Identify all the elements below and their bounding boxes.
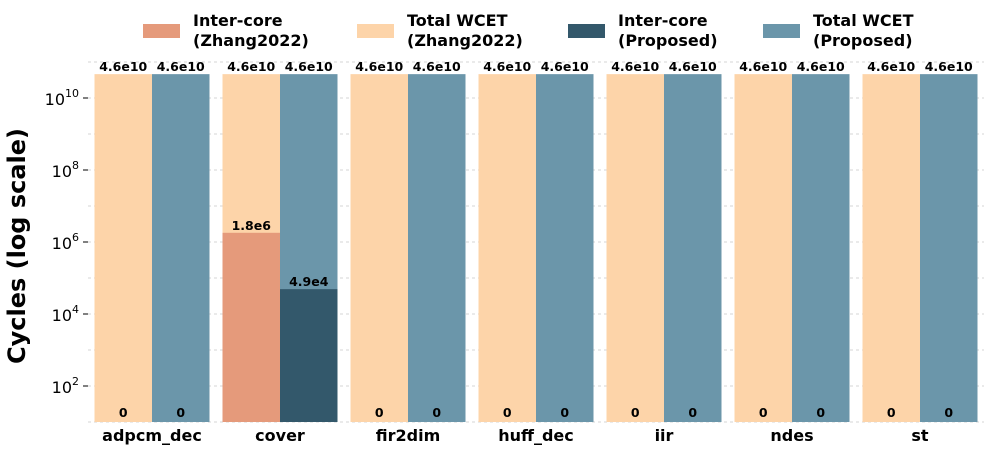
data-label: 4.6e10 xyxy=(483,59,531,74)
legend-item: Total WCET(Proposed) xyxy=(763,11,914,50)
bar xyxy=(664,74,722,422)
bar xyxy=(408,74,466,422)
x-tick-label: adpcm_dec xyxy=(102,426,202,445)
legend-swatch xyxy=(568,24,605,38)
legend-label: (Zhang2022) xyxy=(407,31,523,50)
legend-label: Total WCET xyxy=(407,11,508,30)
data-label: 0 xyxy=(688,405,697,420)
x-axis: adpcm_dec cover fir2dim huff_dec iir ndes st xyxy=(102,426,929,445)
legend-swatch xyxy=(143,24,180,38)
data-label: 4.6e10 xyxy=(355,59,403,74)
y-tick-label: 104 xyxy=(52,303,79,325)
data-label: 0 xyxy=(560,405,569,420)
legend-swatch xyxy=(763,24,800,38)
x-tick-label: st xyxy=(911,426,929,445)
legend-label: Inter-core xyxy=(618,11,708,30)
legend-label: (Proposed) xyxy=(618,31,718,50)
y-tick-label: 108 xyxy=(52,159,79,181)
legend-item: Inter-core(Zhang2022) xyxy=(143,11,309,50)
data-label: 0 xyxy=(944,405,953,420)
bar xyxy=(280,289,338,422)
legend-item: Inter-core(Proposed) xyxy=(568,11,718,50)
bar xyxy=(536,74,594,422)
data-label: 0 xyxy=(631,405,640,420)
data-label: 4.6e10 xyxy=(739,59,787,74)
data-label: 4.6e10 xyxy=(413,59,461,74)
bars xyxy=(94,74,978,422)
data-label: 0 xyxy=(375,405,384,420)
y-axis: 102 104 106 108 1010 xyxy=(45,87,88,397)
data-label: 4.6e10 xyxy=(867,59,915,74)
y-tick-label: 102 xyxy=(52,375,79,397)
data-label: 4.6e10 xyxy=(285,59,333,74)
bar xyxy=(222,232,280,422)
data-label: 0 xyxy=(119,405,128,420)
bar xyxy=(478,74,536,422)
data-label: 4.6e10 xyxy=(611,59,659,74)
data-label: 1.8e6 xyxy=(232,218,272,233)
legend-label: (Proposed) xyxy=(813,31,913,50)
bar xyxy=(606,74,664,422)
y-axis-label: Cycles (log scale) xyxy=(3,128,31,364)
bar xyxy=(152,74,210,422)
data-label: 4.9e4 xyxy=(289,274,329,289)
legend-swatch xyxy=(357,24,394,38)
x-tick-label: fir2dim xyxy=(376,426,441,445)
bar xyxy=(862,74,920,422)
legend-label: Inter-core xyxy=(193,11,283,30)
data-label: 0 xyxy=(887,405,896,420)
data-label: 0 xyxy=(759,405,768,420)
bar xyxy=(350,74,408,422)
data-labels: 0 1.8e6 0 0 0 0 0 4.6e10 4.6e10 4.6e10 4.6e10 4.6e1… xyxy=(99,59,973,420)
legend-item: Total WCET(Zhang2022) xyxy=(357,11,523,50)
data-label: 4.6e10 xyxy=(925,59,973,74)
bar xyxy=(792,74,850,422)
x-tick-label: cover xyxy=(255,426,305,445)
data-label: 4.6e10 xyxy=(797,59,845,74)
bar xyxy=(920,74,978,422)
x-tick-label: iir xyxy=(655,426,674,445)
x-tick-label: ndes xyxy=(770,426,813,445)
bar xyxy=(734,74,792,422)
data-label: 4.6e10 xyxy=(99,59,147,74)
data-label: 0 xyxy=(503,405,512,420)
data-label: 0 xyxy=(432,405,441,420)
data-label: 4.6e10 xyxy=(669,59,717,74)
data-label: 4.6e10 xyxy=(157,59,205,74)
y-tick-label: 106 xyxy=(52,231,79,253)
bar xyxy=(94,74,152,422)
data-label: 4.6e10 xyxy=(541,59,589,74)
data-label: 0 xyxy=(176,405,185,420)
y-tick-label: 1010 xyxy=(45,87,79,109)
x-tick-label: huff_dec xyxy=(498,426,574,445)
legend-label: (Zhang2022) xyxy=(193,31,309,50)
legend: Inter-core(Zhang2022)Total WCET(Zhang202… xyxy=(143,11,914,50)
data-label: 4.6e10 xyxy=(227,59,275,74)
data-label: 0 xyxy=(816,405,825,420)
legend-label: Total WCET xyxy=(813,11,914,30)
